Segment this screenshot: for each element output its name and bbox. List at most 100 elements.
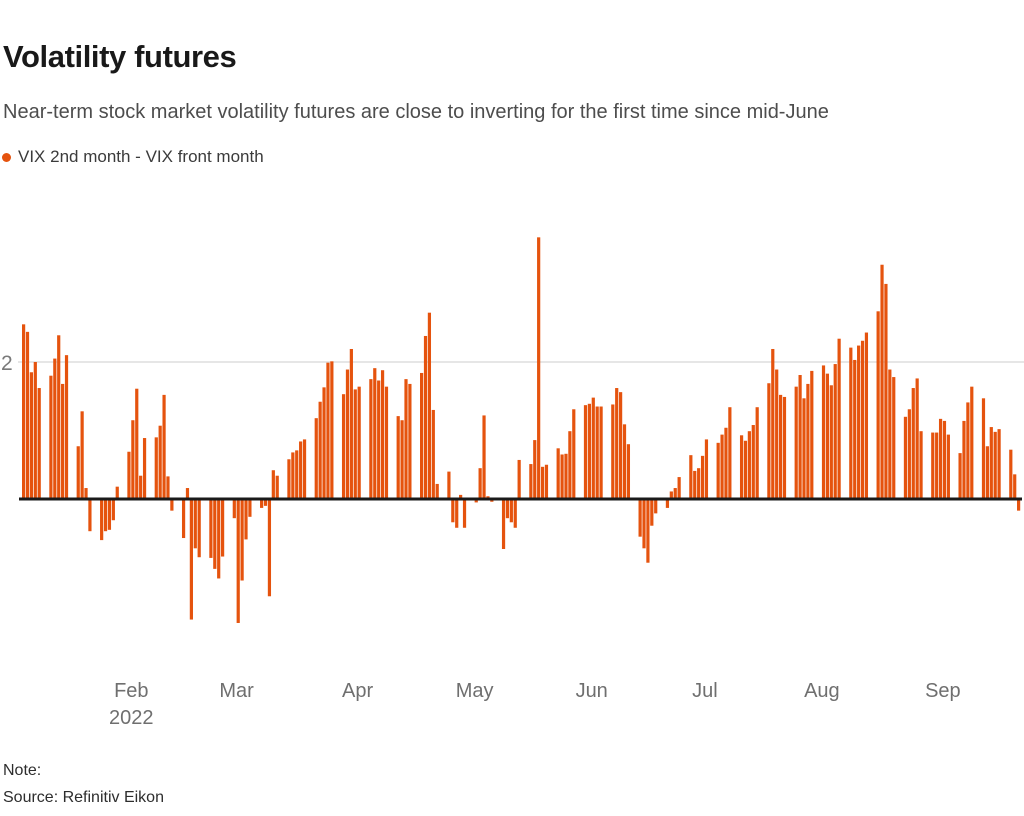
bar: [1013, 474, 1017, 499]
bar: [107, 499, 112, 530]
bar: [111, 499, 115, 521]
bar: [821, 365, 826, 499]
bar: [76, 446, 80, 499]
bar: [142, 438, 147, 499]
x-tick-label-sep: Sep: [925, 680, 961, 702]
bar: [80, 411, 84, 499]
bar: [989, 427, 993, 499]
x-tick-label-apr: Apr: [342, 680, 373, 702]
bar: [619, 392, 623, 499]
bar: [946, 434, 950, 499]
bar: [400, 420, 404, 499]
bar: [244, 499, 248, 540]
bar: [57, 335, 61, 499]
bar: [474, 499, 478, 503]
chart-subtitle: Near-term stock market volatility future…: [3, 101, 829, 123]
bar: [478, 468, 482, 499]
bar: [423, 335, 428, 499]
x-tick-label-jun: Jun: [576, 680, 608, 702]
legend: VIX 2nd month - VIX front month: [2, 147, 264, 167]
bar: [263, 499, 268, 506]
bar: [115, 486, 119, 499]
bar: [985, 446, 989, 499]
bar: [884, 283, 888, 499]
bar: [935, 432, 939, 499]
bar: [431, 409, 435, 499]
bar: [778, 394, 783, 499]
bar: [903, 416, 908, 499]
bar: [697, 468, 701, 499]
x-axis-year-label: 2022: [109, 707, 154, 729]
bar: [318, 401, 322, 499]
bar: [193, 499, 197, 549]
bar: [232, 499, 236, 519]
bar: [189, 499, 193, 620]
bar: [501, 499, 506, 549]
bar: [888, 369, 892, 499]
bar: [966, 402, 970, 499]
bar: [876, 311, 880, 499]
bar: [135, 388, 139, 499]
bar: [556, 448, 560, 499]
bar: [794, 386, 798, 499]
bar: [829, 385, 833, 499]
bar: [459, 494, 463, 499]
bar: [462, 499, 467, 528]
source-label: Source: Refinitiv Eikon: [3, 789, 164, 806]
x-tick-label-aug: Aug: [804, 680, 840, 702]
bar: [533, 440, 537, 499]
bar: [53, 358, 57, 499]
bar: [825, 373, 830, 499]
bar: [139, 475, 143, 499]
bar: [88, 499, 92, 532]
bar: [689, 455, 693, 499]
bar: [962, 420, 966, 499]
bar: [806, 383, 810, 499]
bar: [615, 388, 619, 499]
bar: [864, 332, 869, 499]
bar: [611, 404, 615, 499]
bar: [408, 383, 412, 499]
bar: [131, 420, 135, 499]
bar: [673, 488, 677, 499]
bar: [853, 359, 857, 499]
bar: [25, 331, 30, 499]
bar: [782, 396, 787, 499]
bar: [384, 386, 389, 499]
bar: [482, 415, 486, 499]
bar: [377, 380, 381, 499]
bar: [248, 499, 252, 517]
bar: [49, 375, 53, 499]
bar: [911, 388, 915, 499]
bar: [595, 406, 599, 499]
bar: [646, 499, 650, 563]
bar: [127, 451, 131, 499]
bar: [591, 397, 595, 499]
legend-dot-icon: [2, 152, 11, 162]
bar: [345, 369, 350, 499]
bar: [1009, 449, 1013, 499]
bar: [295, 450, 299, 499]
bar: [170, 499, 174, 511]
bar: [981, 398, 986, 499]
bar: [931, 432, 935, 499]
bar: [100, 499, 104, 541]
bar: [154, 437, 158, 499]
bar: [564, 453, 568, 499]
bar: [919, 431, 923, 499]
bar: [767, 383, 771, 500]
bar: [849, 347, 853, 499]
bar: [213, 499, 217, 569]
bar: [540, 466, 545, 500]
bar: [302, 439, 307, 499]
bar: [693, 470, 697, 499]
bars-group: [22, 237, 1021, 623]
bar: [544, 464, 549, 499]
bar: [860, 340, 865, 499]
bar: [509, 499, 513, 523]
y-tick-label: 2: [1, 352, 13, 375]
bar: [739, 435, 744, 500]
bar: [267, 499, 272, 597]
bar: [326, 362, 330, 499]
bar: [64, 355, 69, 499]
